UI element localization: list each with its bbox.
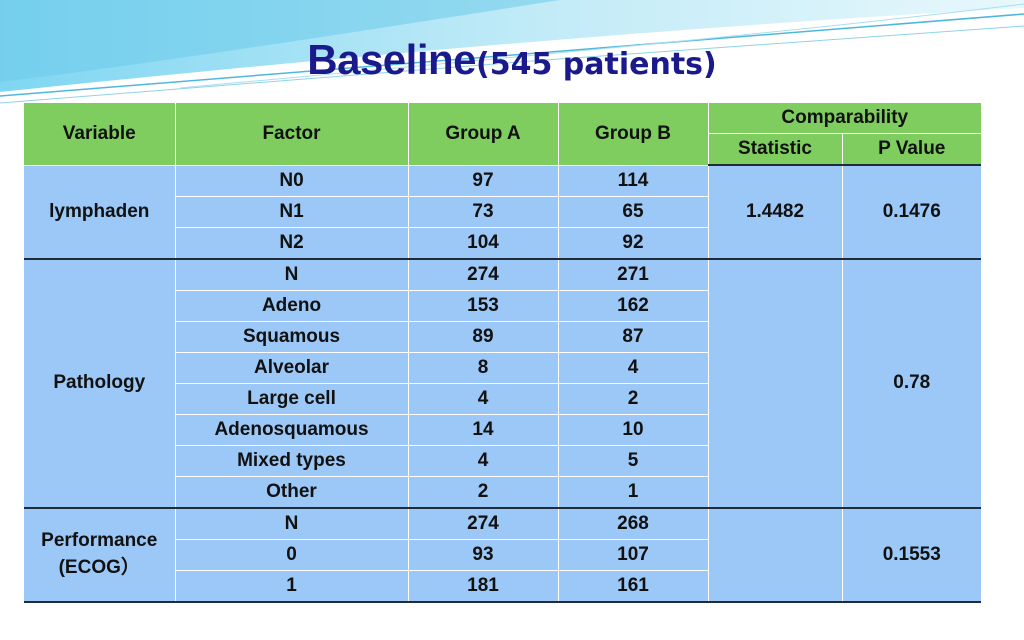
factor-cell: 0: [174, 539, 408, 571]
p-value-performance: 0.1553: [841, 507, 982, 603]
table-row: Large cell 4 2: [24, 383, 981, 415]
variable-performance-line1: Performance: [41, 530, 158, 551]
table-row: Other 2 1: [24, 476, 981, 509]
group-a-cell: 104: [407, 227, 558, 260]
p-value-lymphaden: 0.1476: [841, 165, 982, 260]
table-row: Squamous 89 87: [24, 321, 981, 353]
group-a-cell: 153: [407, 290, 558, 322]
group-b-cell: 2: [557, 383, 708, 415]
group-a-cell: 89: [407, 321, 558, 353]
header-group-b: Group B: [557, 103, 708, 166]
slide-title-subtitle: (545 patients): [476, 47, 717, 82]
table-row: Pathology N 274 271 0.78: [24, 258, 982, 509]
header-comparability: Comparability: [707, 103, 982, 134]
group-b-cell: 162: [557, 290, 708, 322]
table-row: N2 104 92: [24, 227, 981, 260]
table-row: Adenosquamous 14 10: [24, 414, 981, 446]
group-a-cell: 181: [407, 570, 558, 603]
decorative-wave-banner: [0, 0, 1024, 104]
group-a-cell: 274: [407, 258, 558, 291]
baseline-table: Variable Factor Group A Group B Comparab…: [24, 103, 982, 603]
header-group-a: Group A: [407, 103, 558, 166]
statistic-lymphaden: 1.4482: [707, 165, 842, 260]
header-p-value: P Value: [841, 133, 982, 166]
factor-cell: 1: [174, 570, 408, 603]
header-statistic: Statistic: [707, 133, 842, 166]
group-b-cell: 268: [557, 507, 708, 540]
factor-cell: Mixed types: [174, 445, 408, 477]
table-row: 0 93 107: [24, 539, 981, 571]
group-a-cell: 4: [407, 445, 558, 477]
factor-cell: Adenosquamous: [174, 414, 408, 446]
table-row: 1 181 161: [24, 570, 981, 603]
header-factor: Factor: [174, 103, 408, 166]
group-b-cell: 87: [557, 321, 708, 353]
group-a-cell: 73: [407, 196, 558, 228]
group-b-cell: 5: [557, 445, 708, 477]
factor-cell: N: [174, 507, 408, 540]
factor-cell: Adeno: [174, 290, 408, 322]
statistic-performance: [707, 507, 842, 603]
group-a-cell: 93: [407, 539, 558, 571]
group-b-cell: 107: [557, 539, 708, 571]
table-row: lymphaden N0 97 114 1.4482 0.1476: [24, 165, 982, 260]
factor-cell: N2: [174, 227, 408, 260]
statistic-pathology: [707, 258, 842, 509]
group-a-cell: 274: [407, 507, 558, 540]
factor-cell: N0: [174, 165, 408, 197]
group-b-cell: 65: [557, 196, 708, 228]
factor-cell: N1: [174, 196, 408, 228]
variable-performance: Performance (ECOG）: [24, 507, 175, 603]
group-a-cell: 8: [407, 352, 558, 384]
variable-lymphaden: lymphaden: [24, 165, 175, 260]
table-row: Mixed types 4 5: [24, 445, 981, 477]
slide-title: Baseline(545 patients): [0, 36, 1024, 84]
table-row: Alveolar 8 4: [24, 352, 981, 384]
factor-cell: Large cell: [174, 383, 408, 415]
group-b-cell: 271: [557, 258, 708, 291]
factor-cell: N: [174, 258, 408, 291]
factor-cell: Squamous: [174, 321, 408, 353]
p-value-pathology: 0.78: [841, 258, 982, 509]
variable-performance-line2: (ECOG）: [58, 557, 140, 578]
group-b-cell: 1: [557, 476, 708, 509]
table-row: N1 73 65: [24, 196, 981, 228]
group-a-cell: 2: [407, 476, 558, 509]
group-a-cell: 4: [407, 383, 558, 415]
group-b-cell: 10: [557, 414, 708, 446]
group-a-cell: 97: [407, 165, 558, 197]
group-a-cell: 14: [407, 414, 558, 446]
group-b-cell: 161: [557, 570, 708, 603]
group-b-cell: 92: [557, 227, 708, 260]
variable-pathology: Pathology: [24, 258, 175, 509]
header-variable: Variable: [24, 103, 175, 166]
table-row: Adeno 153 162: [24, 290, 981, 322]
factor-cell: Alveolar: [174, 352, 408, 384]
group-b-cell: 114: [557, 165, 708, 197]
table-row: Performance (ECOG） N 274 268 0.1553: [24, 507, 982, 603]
slide-title-main: Baseline: [307, 36, 477, 83]
group-b-cell: 4: [557, 352, 708, 384]
factor-cell: Other: [174, 476, 408, 509]
